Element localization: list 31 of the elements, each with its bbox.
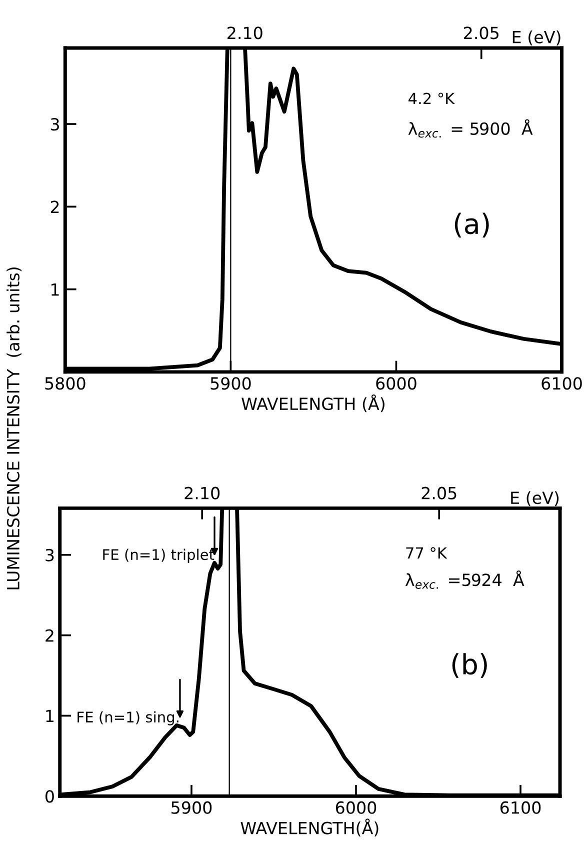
- y-tick-label: 1: [52, 283, 59, 296]
- annotation: 77 °K: [406, 547, 448, 558]
- y-tick-label: 2: [46, 629, 54, 642]
- y-tick-label: 0: [46, 790, 54, 803]
- y-tick-label: 3: [46, 548, 54, 562]
- x-tick-label: 6100: [500, 801, 541, 814]
- x-tick-label: 5900: [172, 801, 212, 814]
- annotation: 4.2 °K: [408, 92, 455, 104]
- annotation: λ$_{exc.}$ =5924 Å: [405, 570, 524, 589]
- annotation: (b): [452, 653, 487, 678]
- x-tick-label: 5900: [210, 377, 251, 390]
- x-tick-label: 6100: [542, 377, 582, 390]
- x2-tick-label: 2.10: [228, 26, 262, 40]
- y-tick-label: 2: [50, 200, 59, 213]
- annotation: (a): [454, 212, 489, 238]
- y-tick-label: 1: [46, 710, 54, 722]
- x2-tick-label: 2.05: [422, 486, 456, 500]
- x-tick-label: 6000: [336, 801, 376, 814]
- x2-tick-label: 2.10: [184, 486, 220, 500]
- annotation: FE (n=1) sing.: [78, 711, 178, 726]
- x2-axis-title: E (eV): [512, 30, 560, 46]
- x-axis-title: WAVELENGTH(Å): [240, 818, 378, 836]
- x2-axis-title: E (eV): [511, 491, 559, 506]
- x2-tick-label: 2.05: [464, 26, 498, 40]
- y-axis-title: LUMINESCENCE INTENSITY (arb. units): [6, 268, 22, 590]
- x-tick-label: 6000: [376, 377, 416, 390]
- annotation: λ$_{exc.}$ = 5900 Å: [408, 119, 533, 138]
- x-axis-title: WAVELENGTH (Å): [242, 394, 384, 412]
- x-tick-label: 5800: [45, 377, 86, 390]
- annotation: FE (n=1) triplet: [103, 548, 214, 563]
- y-tick-label: 3: [50, 118, 59, 131]
